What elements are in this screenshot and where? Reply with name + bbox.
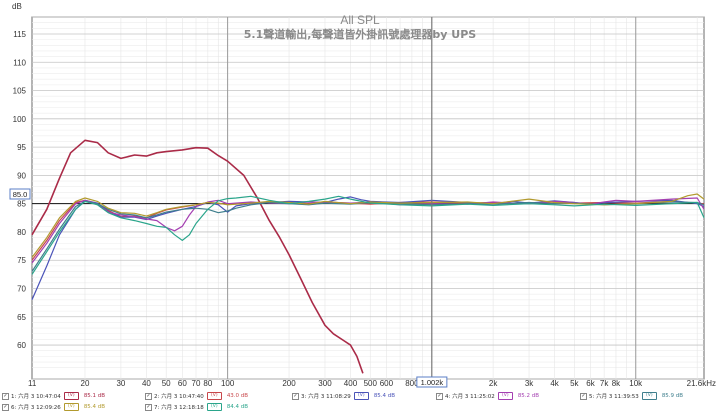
y-tick-label: 115 — [13, 30, 26, 39]
legend-item[interactable]: ✓ 7: 六月 3 12:18:18 (V) 84.4 dB — [145, 403, 248, 411]
reference-level-label: 85.0 — [13, 190, 28, 199]
legend-series-name: 6: 六月 3 12:09:26 — [11, 405, 61, 411]
legend: ✓ 1: 六月 3 10:47:04 (V) 85.1 dB ✓ 2: 六月 3 10:4… — [0, 389, 720, 416]
legend-series-name: 4: 六月 3 11:25:02 — [445, 394, 495, 400]
legend-checkbox[interactable]: ✓ — [145, 392, 152, 400]
x-tick-label: 4k — [550, 379, 559, 388]
y-tick-label: 105 — [13, 87, 27, 96]
legend-checkbox[interactable]: ✓ — [292, 392, 299, 400]
x-tick-label: 10k — [629, 379, 643, 388]
y-tick-label: 65 — [17, 313, 26, 322]
x-tick-label: 5k — [570, 379, 579, 388]
legend-level-value: 85.4 dB — [373, 393, 396, 399]
y-tick-label: 60 — [17, 341, 26, 350]
series-line-6 — [31, 193, 705, 258]
minor-grid — [32, 16, 704, 380]
legend-trace-swatch[interactable]: (V) — [206, 392, 222, 400]
x-tick-label: 60 — [178, 379, 187, 388]
legend-trace-swatch[interactable]: (V) — [497, 392, 513, 400]
legend-item[interactable]: ✓ 1: 六月 3 10:47:04 (V) 85.1 dB — [2, 392, 105, 400]
legend-level-value: 85.1 dB — [83, 393, 106, 399]
x-tick-label: 30 — [116, 379, 125, 388]
legend-trace-swatch[interactable]: (V) — [641, 392, 657, 400]
series-group — [31, 139, 705, 374]
legend-checkbox[interactable]: ✓ — [436, 392, 443, 400]
x-tick-label: 40 — [142, 379, 151, 388]
legend-item[interactable]: ✓ 5: 六月 3 11:39:53 (V) 85.9 dB — [580, 392, 683, 400]
y-axis-label: dB — [12, 2, 22, 11]
series-line-7 — [31, 195, 705, 275]
x-tick-label: 8k — [612, 379, 621, 388]
y-tick-label: 100 — [13, 115, 27, 124]
y-tick-label: 90 — [17, 171, 26, 180]
legend-trace-swatch[interactable]: (V) — [63, 403, 79, 411]
x-tick-label: 300 — [318, 379, 332, 388]
legend-checkbox[interactable]: ✓ — [2, 403, 9, 411]
y-tick-label: 80 — [17, 228, 26, 237]
y-tick-label: 85 — [17, 200, 26, 209]
frequency-cursor-label: 1.002k — [421, 378, 444, 387]
y-tick-label: 95 — [17, 143, 26, 152]
legend-trace-swatch[interactable]: (V) — [206, 403, 222, 411]
legend-checkbox[interactable]: ✓ — [580, 392, 587, 400]
series-line-1 — [31, 139, 364, 374]
legend-checkbox[interactable]: ✓ — [2, 392, 9, 400]
x-tick-label: 3k — [525, 379, 534, 388]
x-tick-label: 7k — [600, 379, 609, 388]
chart-title: All SPL — [340, 13, 380, 27]
legend-series-name: 2: 六月 3 10:47:40 — [154, 394, 204, 400]
x-tick-label: 600 — [380, 379, 394, 388]
spl-chart: 60 65 70 75 80 85 90 95 100 105 110 115 11 20 30 40 50 6… — [9, 2, 716, 388]
x-tick-label: 500 — [364, 379, 378, 388]
y-tick-label: 110 — [13, 58, 26, 67]
chart-subtitle: 5.1聲道輸出,每聲道皆外掛訊號處理器by UPS — [244, 27, 477, 41]
x-tick-label: 50 — [162, 379, 171, 388]
legend-level-value: 85.2 dB — [517, 393, 540, 399]
legend-item[interactable]: ✓ 4: 六月 3 11:25:02 (V) 85.2 dB — [436, 392, 539, 400]
reference-level-badge[interactable]: 85.0 — [9, 188, 31, 200]
frequency-cursor[interactable]: 1.002k — [416, 17, 448, 388]
legend-series-name: 7: 六月 3 12:18:18 — [154, 405, 204, 411]
legend-level-value: 84.4 dB — [226, 404, 249, 410]
x-tick-labels: 11 20 30 40 50 60 70 80 100 200 300 400 500 600 800 2k 3… — [28, 379, 716, 388]
legend-item[interactable]: ✓ 3: 六月 3 11:08:29 (V) 85.4 dB — [292, 392, 395, 400]
x-tick-label: 2k — [489, 379, 498, 388]
y-tick-labels: 60 65 70 75 80 85 90 95 100 105 110 115 — [13, 30, 27, 350]
legend-item[interactable]: ✓ 2: 六月 3 10:47:40 (V) 43.0 dB — [145, 392, 248, 400]
x-tick-label: 70 — [192, 379, 201, 388]
x-tick-label: 6k — [586, 379, 595, 388]
legend-trace-swatch[interactable]: (V) — [63, 392, 79, 400]
legend-level-value: 85.9 dB — [661, 393, 684, 399]
y-tick-label: 75 — [17, 256, 26, 265]
series-line-5 — [31, 200, 705, 272]
x-tick-label: 20 — [81, 379, 90, 388]
x-tick-label: 400 — [344, 379, 358, 388]
legend-checkbox[interactable]: ✓ — [145, 403, 152, 411]
legend-item[interactable]: ✓ 6: 六月 3 12:09:26 (V) 85.4 dB — [2, 403, 105, 411]
legend-level-value: 43.0 dB — [226, 393, 249, 399]
x-tick-label: 800 — [405, 379, 419, 388]
x-tick-label: 80 — [203, 379, 212, 388]
legend-level-value: 85.4 dB — [83, 404, 106, 410]
legend-trace-swatch[interactable]: (V) — [353, 392, 369, 400]
y-tick-label: 70 — [17, 285, 26, 294]
x-tick-label: 21.6kHz — [687, 379, 716, 388]
x-tick-label: 11 — [28, 379, 37, 388]
x-tick-label: 100 — [221, 379, 235, 388]
legend-series-name: 1: 六月 3 10:47:04 — [11, 394, 61, 400]
legend-series-name: 5: 六月 3 11:39:53 — [589, 394, 639, 400]
legend-series-name: 3: 六月 3 11:08:29 — [301, 394, 351, 400]
x-tick-label: 200 — [282, 379, 296, 388]
